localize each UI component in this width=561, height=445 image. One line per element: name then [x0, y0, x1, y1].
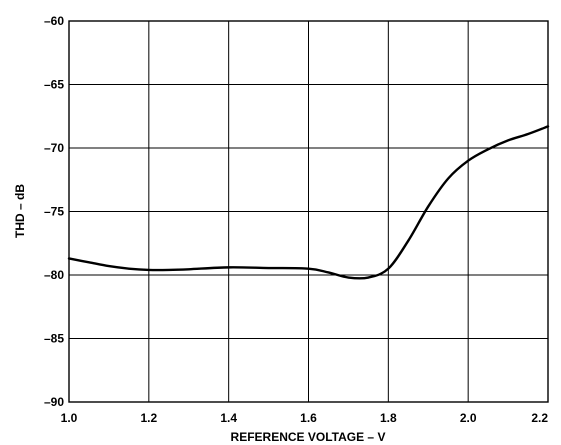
- y-tick-label: –65: [44, 78, 64, 92]
- y-tick-label: –85: [44, 332, 64, 346]
- x-tick-label: 1.6: [300, 411, 317, 425]
- y-tick-label: –70: [44, 141, 64, 155]
- x-axis-label: REFERENCE VOLTAGE – V: [231, 430, 386, 444]
- grid: [68, 20, 549, 403]
- y-tick-label: –60: [44, 14, 64, 28]
- thd-series-line: [67, 125, 550, 280]
- plot-frame: [68, 20, 549, 403]
- y-tick-label: –80: [44, 268, 64, 282]
- y-axis-label: THD – dB: [13, 184, 27, 238]
- x-tick-labels: 1.0 1.2 1.4 1.6 1.8 2.0 2.2: [61, 411, 549, 425]
- x-tick-label: 2.2: [531, 411, 548, 425]
- x-tick-label: 1.4: [220, 411, 237, 425]
- y-tick-label: –90: [44, 395, 64, 409]
- x-tick-label: 2.0: [460, 411, 477, 425]
- y-tick-label: –75: [44, 205, 64, 219]
- x-tick-label: 1.0: [61, 411, 78, 425]
- x-tick-label: 1.8: [380, 411, 397, 425]
- x-tick-label: 1.2: [140, 411, 157, 425]
- y-tick-labels: –60 –65 –70 –75 –80 –85 –90: [44, 14, 64, 409]
